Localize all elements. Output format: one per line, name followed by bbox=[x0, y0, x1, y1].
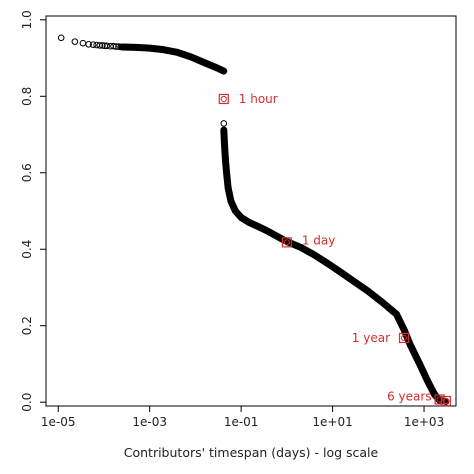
highlight-square bbox=[440, 395, 451, 407]
highlight-circle bbox=[283, 239, 290, 246]
data-point bbox=[71, 38, 79, 45]
x-tick-label: 1e-05 bbox=[41, 415, 76, 429]
x-axis: 1e-05 1e-03 1e-01 1e+01 1e+03 bbox=[41, 406, 444, 429]
data-point bbox=[117, 43, 124, 51]
data-point bbox=[110, 42, 117, 50]
highlight-square bbox=[398, 332, 410, 344]
highlight-circle bbox=[436, 396, 443, 403]
highlight-square bbox=[218, 93, 229, 105]
plot-frame bbox=[45, 15, 457, 407]
y-tick-label: 0.8 bbox=[20, 87, 34, 106]
highlight-label: 6 years bbox=[387, 390, 431, 404]
y-axis: 0.0 0.2 0.4 0.6 0.8 1.0 bbox=[20, 10, 46, 412]
y-tick-label: 0.4 bbox=[20, 240, 34, 259]
x-tick-label: 1e+03 bbox=[404, 415, 444, 429]
data-series-line bbox=[220, 126, 450, 405]
highlight-markers: 1 hour 1 day 1 year 6 years bbox=[218, 92, 451, 407]
data-curves bbox=[118, 43, 450, 405]
data-points bbox=[57, 34, 228, 127]
data-point bbox=[103, 42, 111, 50]
data-point bbox=[99, 42, 106, 49]
data-point bbox=[79, 39, 87, 47]
y-tick-label: 1.0 bbox=[20, 10, 34, 29]
data-point bbox=[96, 42, 104, 49]
y-tick-label: 0.6 bbox=[20, 163, 34, 182]
y-tick-label: 0.2 bbox=[20, 316, 34, 335]
highlight-label: 1 hour bbox=[239, 92, 278, 106]
highlight-circle bbox=[442, 397, 449, 405]
x-tick-label: 1e+01 bbox=[312, 415, 352, 429]
data-point bbox=[112, 43, 120, 50]
highlight-label: 1 year bbox=[352, 331, 390, 345]
x-axis-title: Contributors' timespan (days) - log scal… bbox=[124, 445, 379, 460]
data-point bbox=[220, 120, 228, 127]
data-point bbox=[89, 41, 97, 48]
highlight-square bbox=[281, 237, 292, 248]
highlight-circle bbox=[400, 334, 408, 342]
data-point bbox=[57, 34, 65, 42]
x-tick-label: 1e-01 bbox=[224, 415, 259, 429]
data-point bbox=[85, 40, 92, 48]
data-series-line bbox=[118, 43, 228, 75]
highlight-label: 1 day bbox=[302, 233, 336, 247]
x-tick-label: 1e-03 bbox=[132, 415, 167, 429]
highlight-circle bbox=[220, 95, 227, 103]
y-tick-label: 0.0 bbox=[20, 393, 34, 412]
